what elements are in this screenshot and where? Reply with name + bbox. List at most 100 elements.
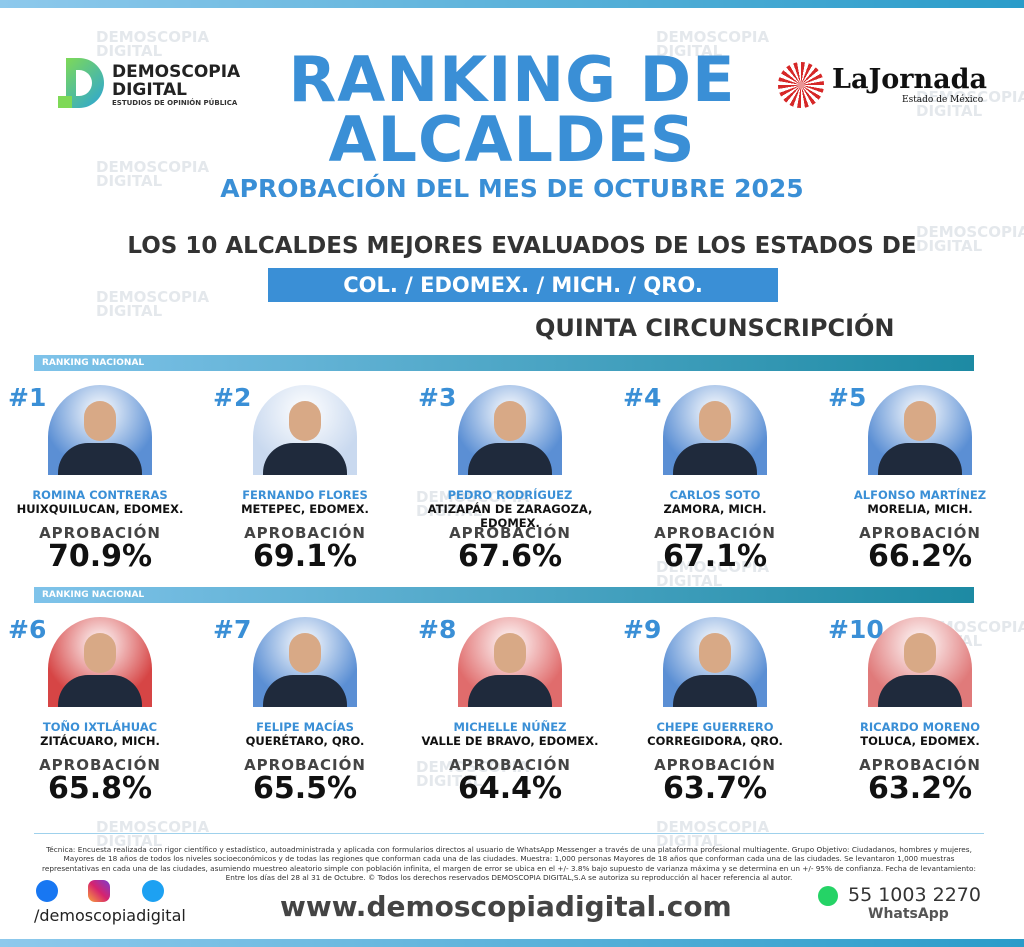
logo-name: DEMOSCOPIA (112, 62, 241, 82)
photo-torso (58, 675, 142, 707)
mayor-place: TOLUCA, EDOMEX. (860, 734, 980, 748)
watermark: DIGITAL (416, 502, 483, 520)
rank: #2 (213, 383, 252, 412)
approval-value: 65.5% (252, 771, 358, 806)
approval-value: 69.1% (252, 539, 358, 574)
divider (34, 833, 984, 834)
photo (458, 617, 562, 707)
mayor-name: PEDRO RODRÍGUEZ (447, 488, 573, 502)
watermark: DEMOSCOPIA (916, 88, 1024, 106)
photo-torso (878, 675, 962, 707)
approval-value: 64.4% (457, 771, 563, 806)
watermark: DEMOSCOPIA (96, 818, 210, 836)
watermark: DIGITAL (916, 102, 983, 120)
rank: #4 (623, 383, 662, 412)
mayor-place: QUERÉTARO, QRO. (245, 734, 365, 748)
photo-torso (673, 675, 757, 707)
rank: #9 (623, 615, 662, 644)
partner-sub: Estado de México (902, 95, 984, 105)
approval-label: APROBACIÓN (39, 524, 161, 542)
watermark: DIGITAL (656, 832, 723, 850)
phone: 55 1003 2270 (848, 884, 981, 906)
whatsapp-icon (818, 886, 838, 906)
mayor-name: CARLOS SOTO (669, 488, 761, 502)
bottom-bar (0, 939, 1024, 947)
watermark: DIGITAL (916, 237, 983, 255)
rank: #8 (418, 615, 457, 644)
photo (868, 617, 972, 707)
photo-head (494, 401, 526, 441)
phone-label: WhatsApp (868, 906, 949, 922)
intro-line: QUINTA CIRCUNSCRIPCIÓN (535, 314, 895, 342)
mayor-name: FERNANDO FLORES (242, 488, 368, 502)
photo-torso (468, 443, 552, 475)
approval-value: 63.2% (867, 771, 973, 806)
instagram-icon (88, 880, 110, 902)
photo (663, 385, 767, 475)
intro-line: LOS 10 ALCALDES MEJORES EVALUADOS DE LOS… (127, 233, 917, 259)
photo-torso (673, 443, 757, 475)
approval-label: APROBACIÓN (449, 524, 571, 542)
photo (663, 617, 767, 707)
watermark: DEMOSCOPIA (656, 28, 770, 46)
mayor-place: HUIXQUILUCAN, EDOMEX. (16, 502, 184, 516)
watermark: DIGITAL (96, 302, 163, 320)
subtitle: APROBACIÓN DEL MES DE OCTUBRE 2025 (220, 174, 804, 203)
photo (458, 385, 562, 475)
logo-mark (58, 58, 104, 108)
mayor-name: CHEPE GUERRERO (656, 720, 774, 734)
watermark: DEMOSCOPIA (656, 818, 770, 836)
mayor-place: ZITÁCUARO, MICH. (40, 734, 160, 748)
mayor-name: MICHELLE NÚÑEZ (453, 720, 567, 734)
approval-value: 67.1% (662, 539, 768, 574)
rank: #5 (828, 383, 867, 412)
photo-head (494, 633, 526, 673)
website: www.demoscopiadigital.com (280, 890, 732, 923)
photo-torso (263, 443, 347, 475)
photo-torso (878, 443, 962, 475)
approval-label: APROBACIÓN (859, 524, 981, 542)
partner-logo (778, 62, 824, 108)
watermark: DIGITAL (656, 42, 723, 60)
photo (48, 385, 152, 475)
approval-label: APROBACIÓN (654, 756, 776, 774)
approval-label: APROBACIÓN (449, 756, 571, 774)
mayor-place: ATIZAPÁN DE ZARAGOZA, EDOMEX. (427, 502, 593, 530)
approval-label: APROBACIÓN (39, 756, 161, 774)
approval-value: 65.8% (47, 771, 153, 806)
logo-sub: DIGITAL (112, 80, 187, 100)
title-line: RANKING DE (288, 43, 736, 116)
watermark: DEMOSCOPIA (416, 488, 530, 506)
watermark: DEMOSCOPIA (656, 558, 770, 576)
rank: #3 (418, 383, 457, 412)
title-line: ALCALDES (328, 103, 696, 176)
mayor-name: ALFONSO MARTÍNEZ (853, 488, 987, 502)
approval-value: 70.9% (47, 539, 153, 574)
photo-head (84, 401, 116, 441)
approval-value: 66.2% (867, 539, 973, 574)
rank: #10 (828, 615, 884, 644)
approval-value: 63.7% (662, 771, 768, 806)
approval-value: 67.6% (457, 539, 563, 574)
watermark: DEMOSCOPIA (96, 158, 210, 176)
top-bar (0, 0, 1024, 8)
methodology-note: Técnica: Encuesta realizada con rigor ci… (42, 845, 976, 883)
facebook-icon (36, 880, 58, 902)
mayor-place: ZAMORA, MICH. (663, 502, 767, 516)
photo-head (904, 401, 936, 441)
states-banner: COL. / EDOMEX. / MICH. / QRO. (268, 268, 778, 302)
section-bar: RANKING NACIONAL (34, 587, 974, 603)
photo (48, 617, 152, 707)
mayor-name: TOÑO IXTLÁHUAC (42, 720, 158, 734)
logo-tag: ESTUDIOS DE OPINIÓN PÚBLICA (112, 99, 238, 107)
mayor-place: VALLE DE BRAVO, EDOMEX. (421, 734, 599, 748)
watermark: DEMOSCOPIA (916, 223, 1024, 241)
mayor-place: MORELIA, MICH. (867, 502, 973, 516)
watermark: DIGITAL (96, 172, 163, 190)
mayor-name: ROMINA CONTRERAS (32, 488, 168, 502)
rank: #7 (213, 615, 252, 644)
watermark: DIGITAL (416, 772, 483, 790)
photo-torso (263, 675, 347, 707)
photo (253, 385, 357, 475)
